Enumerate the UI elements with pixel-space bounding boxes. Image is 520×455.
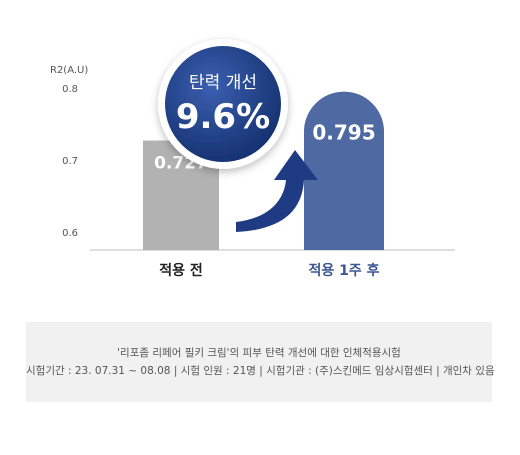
study-footnote: '리포좀 리페어 필키 크림'의 피부 탄력 개선에 대한 인체적용시험 시험기… [26,322,495,402]
footnote-line-2: 시험기간 : 23. 07.31 ~ 08.08 | 시험 인원 : 21명 |… [26,365,495,377]
improvement-badge [158,39,288,169]
y-tick-label: 0.6 [62,228,78,239]
y-tick-label: 0.8 [62,84,78,95]
bar-after-1-week [304,91,384,250]
footnote-line-1: '리포좀 리페어 필키 크림'의 피부 탄력 개선에 대한 인체적용시험 [117,347,401,359]
curved-up-arrow-icon [236,150,318,232]
x-category-label: 적용 전 [159,262,203,279]
badge-value: 9.6% [176,97,270,137]
x-category-label: 적용 1주 후 [308,262,379,279]
bar-value-label: 0.795 [312,121,375,145]
y-axis-label: R2(A.U) [50,65,88,76]
y-tick-label: 0.7 [62,156,78,167]
badge-label: 탄력 개선 [189,73,257,93]
